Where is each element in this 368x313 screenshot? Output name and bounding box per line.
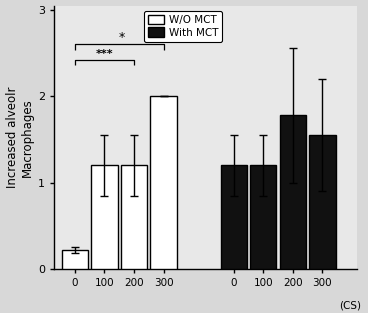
Bar: [309, 135, 336, 269]
Legend: W/O MCT, With MCT: W/O MCT, With MCT: [144, 11, 223, 42]
Y-axis label: Increased alveolr
Macrophages: Increased alveolr Macrophages: [6, 87, 33, 188]
Text: (CS): (CS): [339, 300, 361, 310]
Bar: [62, 250, 88, 269]
Bar: [91, 165, 117, 269]
Bar: [121, 165, 147, 269]
Bar: [250, 165, 276, 269]
Bar: [280, 115, 306, 269]
Text: *: *: [118, 31, 125, 44]
Bar: [220, 165, 247, 269]
Bar: [151, 96, 177, 269]
Text: ***: ***: [96, 49, 113, 59]
